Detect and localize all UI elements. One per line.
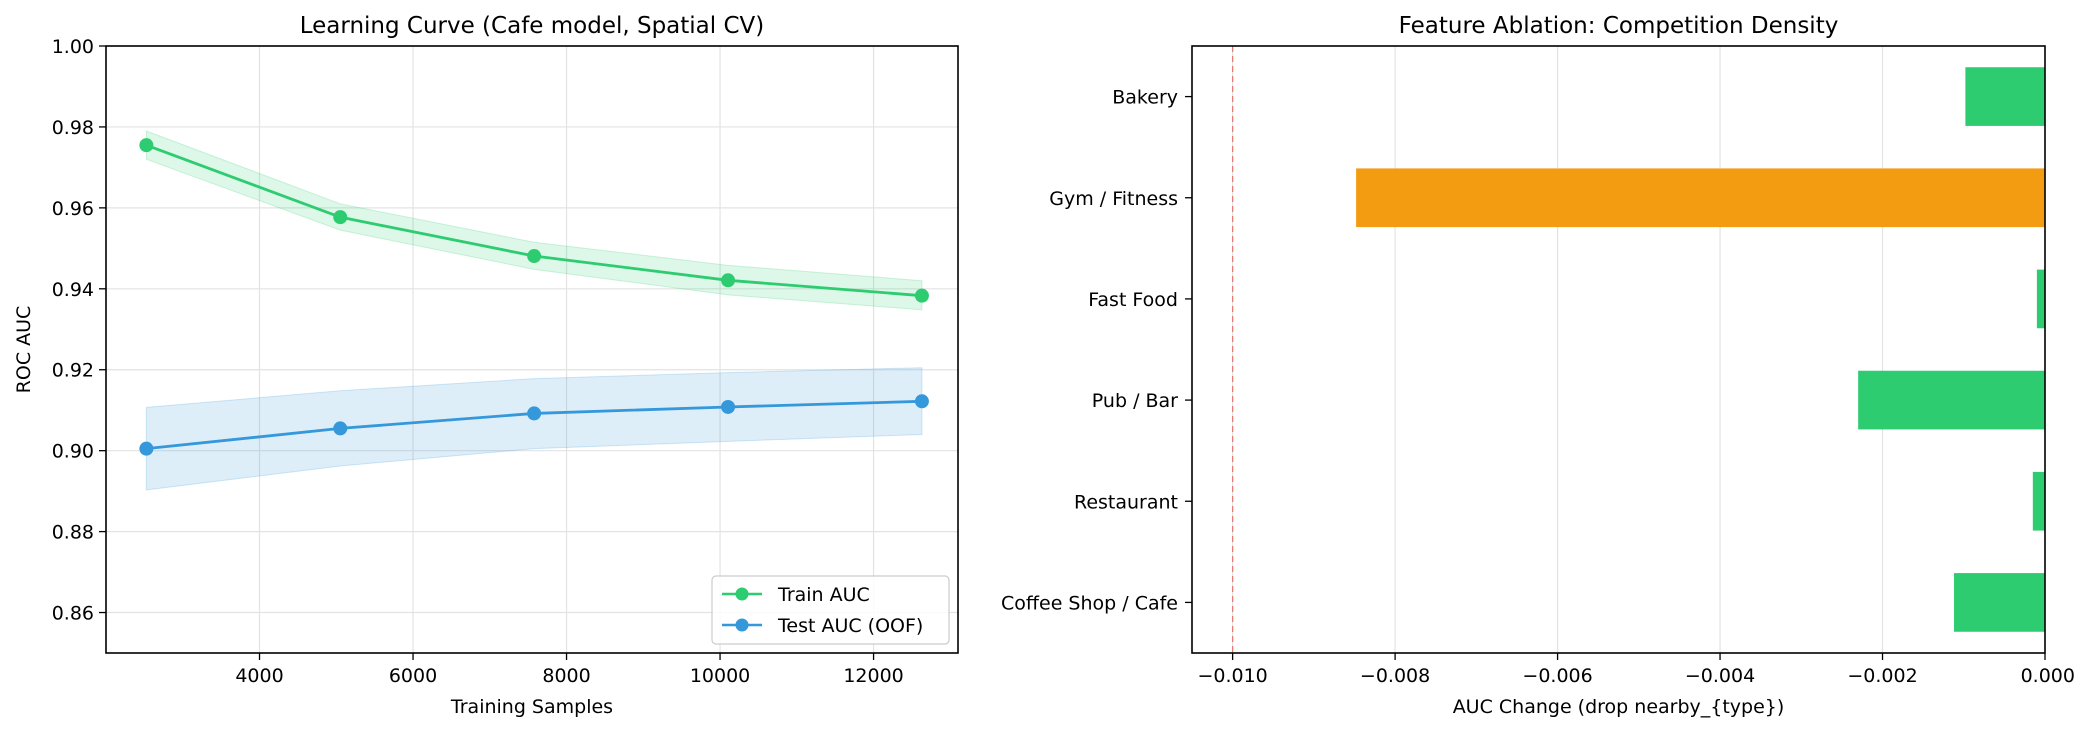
learning-curve-y-ticks: 0.86 0.88 0.90 0.92 0.94 0.96 0.98 1.00 <box>52 36 106 625</box>
x-tick-label: 12000 <box>843 665 903 687</box>
data-point-train-auc <box>721 273 736 288</box>
data-point-test-auc-oof <box>527 406 542 421</box>
learning-curve-x-label: Training Samples <box>450 696 613 718</box>
legend-marker-train <box>735 587 749 601</box>
y-tick-label: 0.96 <box>52 198 94 220</box>
bar-coffee-shop-cafe <box>1954 573 2045 632</box>
data-point-test-auc-oof <box>914 394 929 409</box>
category-label-fast-food: Fast Food <box>1088 289 1178 311</box>
y-tick-label: 0.98 <box>52 117 94 139</box>
data-point-train-auc <box>139 138 154 153</box>
x-tick-label: −0.010 <box>1197 665 1267 687</box>
x-tick-label: 6000 <box>389 665 437 687</box>
x-tick-label: 0.000 <box>2021 665 2075 687</box>
x-tick-label: 8000 <box>542 665 590 687</box>
legend-box <box>711 575 950 645</box>
y-tick-label: 0.94 <box>52 279 94 301</box>
x-tick-label: 4000 <box>235 665 283 687</box>
x-tick-label: −0.008 <box>1360 665 1430 687</box>
legend-label-train: Train AUC <box>777 584 870 606</box>
bar-restaurant <box>2032 471 2045 531</box>
data-point-train-auc <box>914 288 929 303</box>
y-tick-label: 1.00 <box>52 36 94 58</box>
legend-label-test: Test AUC (OOF) <box>777 615 923 637</box>
learning-curve-chart: 4000 6000 8000 10000 12000 0.860.880.900.920… <box>13 13 959 718</box>
learning-curve-title: Learning Curve (Cafe model, Spatial CV) <box>300 13 765 39</box>
ablation-title: Feature Ablation: Competition Density <box>1399 13 1839 39</box>
x-tick-label: −0.002 <box>1847 665 1917 687</box>
data-point-test-auc-oof <box>333 421 348 436</box>
data-point-test-auc-oof <box>721 399 736 414</box>
learning-curve-y-label: ROC AUC <box>13 306 35 394</box>
ablation-x-label: AUC Change (drop nearby_{type}) <box>1453 696 1785 718</box>
bar-pub-bar <box>1858 370 2045 430</box>
bar-gym-fitness <box>1356 168 2045 228</box>
legend-marker-test <box>735 618 749 632</box>
bar-bakery <box>1965 67 2045 126</box>
x-tick-label: 10000 <box>690 665 750 687</box>
data-point-train-auc <box>527 249 542 264</box>
y-tick-label: 0.90 <box>52 441 94 463</box>
bar-fast-food <box>2036 269 2045 329</box>
data-point-test-auc-oof <box>139 441 154 456</box>
category-label-gym-fitness: Gym / Fitness <box>1049 188 1178 210</box>
y-tick-label: 0.88 <box>52 522 94 544</box>
category-label-bakery: Bakery <box>1112 87 1178 109</box>
confidence-band-train-auc <box>145 130 923 311</box>
category-label-pub-bar: Pub / Bar <box>1092 390 1178 412</box>
ablation-y-ticks: Coffee Shop / Cafe Restaurant Pub / Bar Fas… <box>1001 87 1192 614</box>
learning-curve-x-ticks: 4000 6000 8000 10000 12000 <box>235 653 904 687</box>
category-label-coffee-shop-cafe: Coffee Shop / Cafe <box>1001 592 1178 614</box>
x-tick-label: −0.006 <box>1522 665 1592 687</box>
y-tick-label: 0.92 <box>52 360 94 382</box>
ablation-axes-frame <box>1191 45 2046 654</box>
y-tick-label: 0.86 <box>52 603 94 625</box>
learning-curve-axes-frame <box>105 45 959 654</box>
ablation-x-ticks: −0.010 −0.008 −0.006 −0.004 −0.002 0.000 <box>1197 653 2075 687</box>
ablation-bars <box>1356 67 2045 632</box>
learning-curve-legend: Train AUC Test AUC (OOF) <box>711 575 950 645</box>
data-point-train-auc <box>333 210 348 225</box>
learning-curve-points <box>139 138 929 456</box>
category-label-restaurant: Restaurant <box>1074 491 1178 513</box>
confidence-band-test-auc-oof <box>145 367 923 491</box>
feature-ablation-chart: −0.010 −0.008 −0.006 −0.004 −0.002 0.000 Coff… <box>1001 13 2075 718</box>
x-tick-label: −0.004 <box>1685 665 1755 687</box>
learning-curve-bands <box>145 130 923 491</box>
